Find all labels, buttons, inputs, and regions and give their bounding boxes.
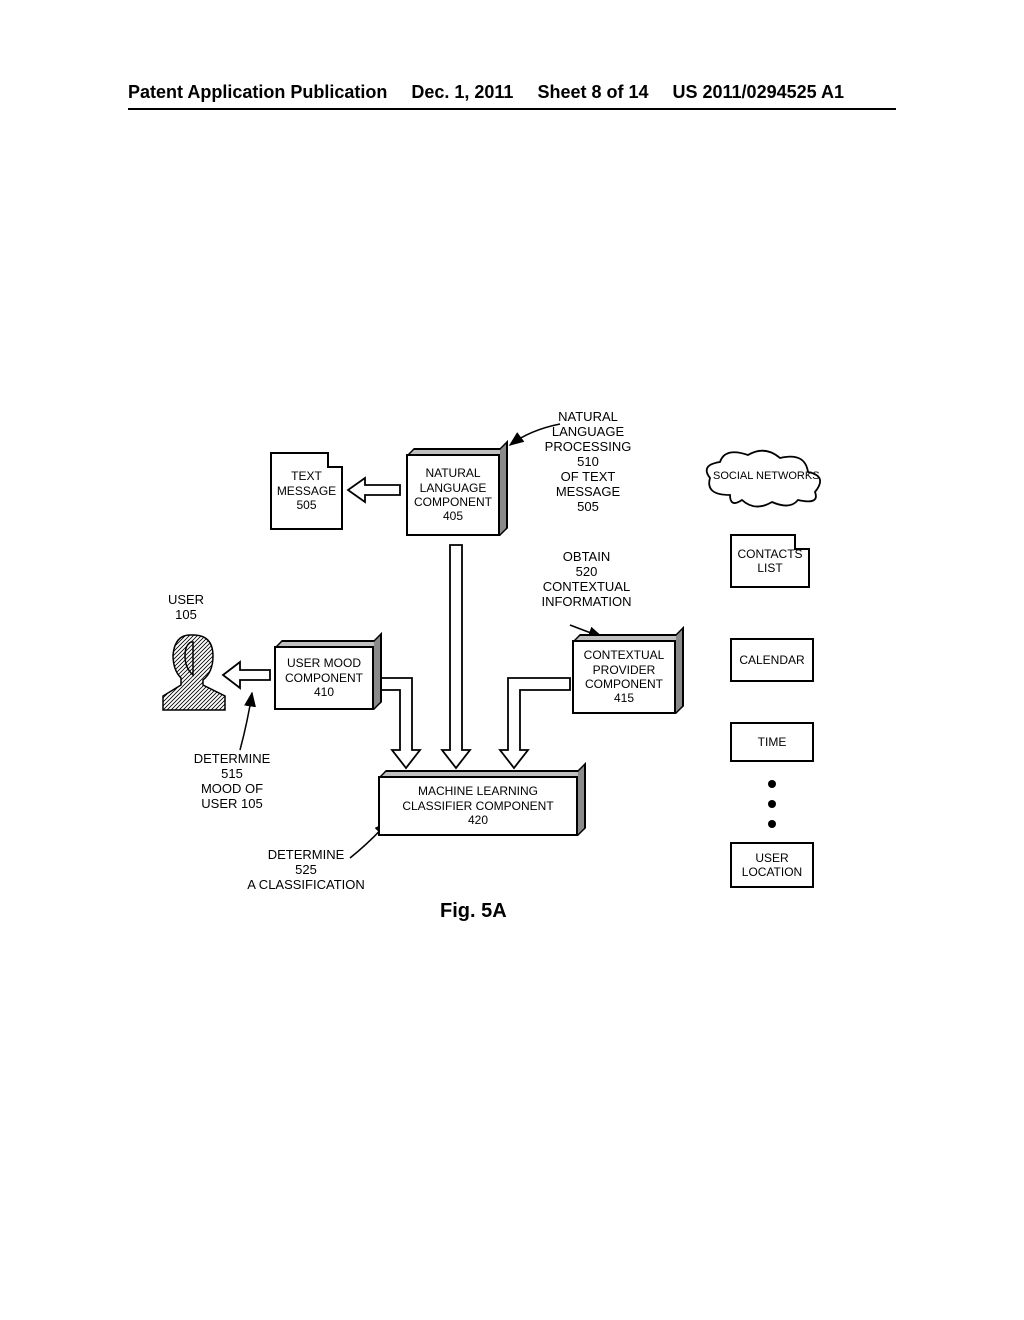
user-label: USER 105 xyxy=(156,593,216,623)
calendar-label: CALENDAR xyxy=(739,653,804,667)
pub-label: Patent Application Publication xyxy=(128,82,387,103)
figure-caption: Fig. 5A xyxy=(440,900,507,923)
ellipsis-dot xyxy=(768,820,776,828)
contacts-list-label: CONTACTS LIST xyxy=(737,547,802,576)
pub-date: Dec. 1, 2011 xyxy=(411,82,513,103)
page: Patent Application Publication Dec. 1, 2… xyxy=(0,0,1024,1320)
page-header: Patent Application Publication Dec. 1, 2… xyxy=(0,82,1024,103)
sheet-number: Sheet 8 of 14 xyxy=(537,82,648,103)
ml-classifier-label: MACHINE LEARNING CLASSIFIER COMPONENT 42… xyxy=(402,784,553,827)
determine-mood-label: DETERMINE 515 MOOD OF USER 105 xyxy=(182,752,282,812)
user-location-label: USER LOCATION xyxy=(742,851,802,880)
time-label: TIME xyxy=(758,735,787,749)
user-location-box: USER LOCATION xyxy=(730,842,814,888)
determine-classification-label: DETERMINE 525 A CLASSIFICATION xyxy=(236,848,376,893)
obtain-context-label: OBTAIN 520 CONTEXTUAL INFORMATION xyxy=(534,550,639,610)
text-message-doc-label: TEXT MESSAGE 505 xyxy=(277,469,336,512)
text-message-doc: TEXT MESSAGE 505 xyxy=(270,452,343,530)
time-box: TIME xyxy=(730,722,814,762)
social-networks-label: SOCIAL NETWORKS xyxy=(713,470,818,483)
header-rule xyxy=(128,108,896,110)
user-icon xyxy=(163,635,225,710)
nlp-text-label: NATURAL LANGUAGE PROCESSING 510 OF TEXT … xyxy=(538,410,638,515)
pub-number: US 2011/0294525 A1 xyxy=(673,82,844,103)
calendar-box: CALENDAR xyxy=(730,638,814,682)
nl-component-label: NATURAL LANGUAGE COMPONENT 405 xyxy=(414,466,492,524)
ellipsis-dot xyxy=(768,780,776,788)
user-mood-label: USER MOOD COMPONENT 410 xyxy=(285,656,363,699)
context-provider-label: CONTEXTUAL PROVIDER COMPONENT 415 xyxy=(584,648,665,706)
diagram-fig5a: USER 105 TEXT MESSAGE 505 NATURAL LANGUA… xyxy=(140,410,880,960)
contacts-list-doc: CONTACTS LIST xyxy=(730,534,810,588)
ellipsis-dot xyxy=(768,800,776,808)
